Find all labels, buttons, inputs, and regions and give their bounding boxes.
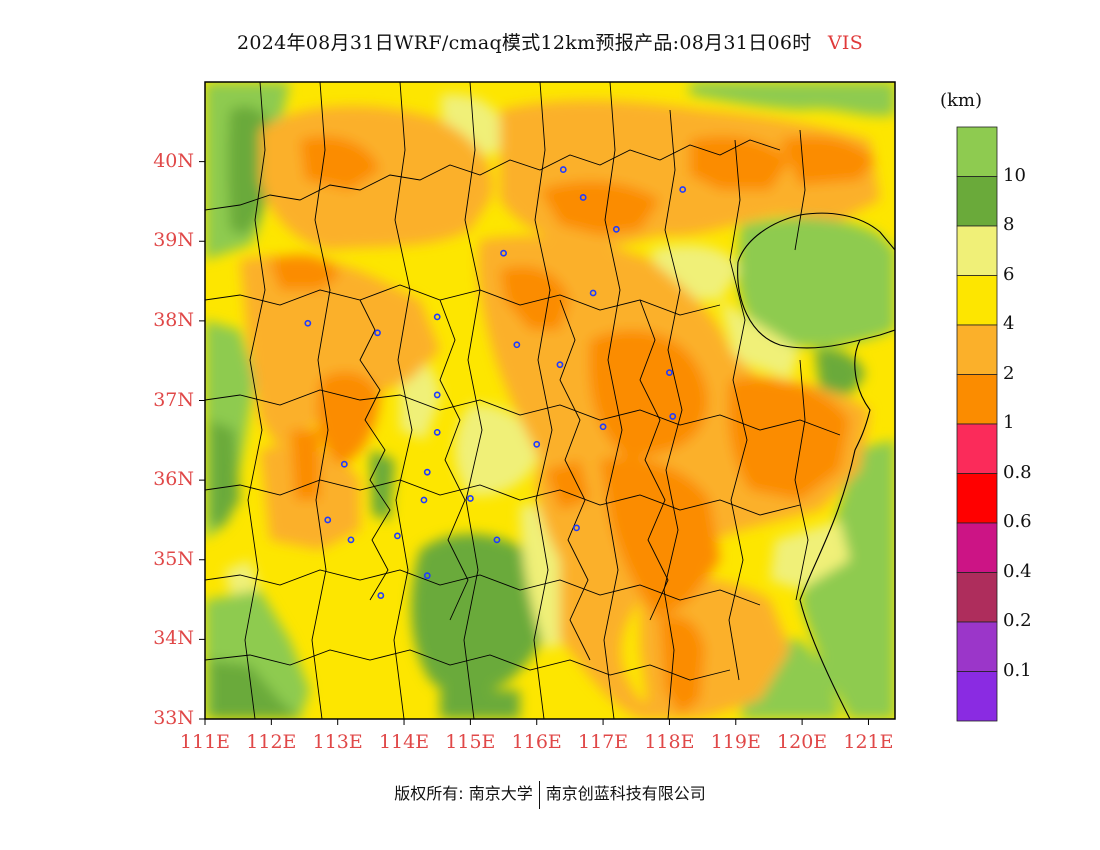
city-marker	[500, 249, 507, 257]
colorbar-segment	[956, 176, 998, 227]
colorbar-label: 1	[1003, 412, 1015, 433]
city-marker	[669, 413, 677, 420]
city-marker	[579, 194, 587, 201]
colorbar-label: 0.8	[1003, 461, 1032, 483]
colorbar-label: 0.6	[1003, 511, 1032, 532]
city-marker	[304, 319, 312, 327]
lon-label: 116E	[511, 731, 562, 753]
colorbar-segment	[956, 225, 998, 276]
lon-label: 112E	[246, 731, 297, 753]
city-marker	[340, 460, 348, 468]
city-marker	[612, 225, 620, 233]
city-marker	[423, 572, 431, 580]
title-text: 2024年08月31日WRF/cmaq模式12km预报产品:08月31日06时	[236, 32, 812, 54]
colorbar-segment	[956, 621, 998, 672]
city-marker	[433, 428, 441, 436]
colorbar-segment	[956, 572, 998, 623]
footer-copyright: 版权所有: 南京大学	[394, 784, 533, 803]
colorbar-label: 4	[1003, 313, 1015, 334]
lon-label: 111E	[179, 731, 231, 753]
colorbar-segment	[956, 324, 998, 375]
map-field	[205, 82, 895, 719]
footer: 版权所有: 南京大学 南京创蓝科技有限公司	[0, 780, 1100, 809]
colorbar-segment	[956, 275, 998, 326]
city-marker	[347, 536, 355, 544]
map-title: 2024年08月31日WRF/cmaq模式12km预报产品:08月31日06时 …	[0, 28, 1100, 55]
colorbar-label: 10	[1003, 164, 1026, 186]
city-marker	[374, 329, 381, 337]
lat-label: 35N	[153, 547, 194, 570]
coastline	[737, 212, 895, 719]
city-marker	[324, 516, 332, 524]
title-variable: VIS	[827, 32, 864, 54]
lon-label: 119E	[710, 731, 761, 753]
lat-label: 39N	[153, 229, 194, 252]
colorbar-label: 2	[1003, 362, 1015, 384]
colorbar-segment	[956, 522, 998, 573]
colorbar-label: 6	[1003, 263, 1015, 285]
lon-label: 113E	[312, 731, 363, 753]
colorbar	[956, 126, 998, 722]
city-marker	[513, 341, 521, 349]
axis-ticks	[199, 161, 869, 725]
lat-label: 37N	[153, 388, 194, 411]
lat-label: 40N	[153, 149, 194, 172]
city-marker	[433, 391, 441, 399]
city-marker	[466, 495, 474, 502]
city-marker	[556, 361, 564, 369]
colorbar-segment	[956, 671, 998, 722]
city-marker	[394, 532, 401, 540]
colorbar-label: 0.1	[1003, 659, 1032, 681]
city-marker	[589, 289, 597, 297]
colorbar-segment	[956, 423, 998, 474]
city-markers	[304, 166, 687, 599]
lat-label: 38N	[153, 308, 194, 331]
lon-label: 117E	[577, 731, 629, 753]
boundary-lines	[205, 82, 841, 719]
lat-label: 34N	[153, 627, 194, 650]
city-marker	[423, 468, 431, 476]
city-marker	[573, 524, 580, 532]
footer-separator	[538, 780, 540, 809]
city-marker	[377, 592, 385, 599]
lon-label: 120E	[777, 731, 828, 753]
footer-company: 南京创蓝科技有限公司	[545, 784, 706, 803]
colorbar-label: 0.4	[1003, 560, 1032, 582]
lon-label: 118E	[644, 731, 695, 753]
city-marker	[533, 440, 541, 448]
colorbar-label: 0.2	[1003, 610, 1032, 631]
colorbar-segment	[956, 473, 998, 524]
colorbar-segment	[956, 374, 998, 425]
lat-label: 33N	[153, 707, 194, 729]
city-marker	[433, 313, 441, 321]
lon-label: 114E	[378, 731, 430, 753]
colorbar-label: 8	[1003, 214, 1015, 235]
city-marker	[493, 536, 501, 544]
city-marker	[679, 186, 687, 193]
city-marker	[559, 166, 567, 173]
legend-unit: (km)	[940, 90, 983, 111]
lon-label: 115E	[445, 731, 496, 753]
city-marker	[599, 423, 607, 431]
city-marker	[666, 369, 673, 377]
lon-label: 121E	[843, 731, 894, 753]
colorbar-segment	[956, 126, 998, 177]
lat-label: 36N	[153, 468, 194, 491]
city-marker	[420, 496, 428, 504]
